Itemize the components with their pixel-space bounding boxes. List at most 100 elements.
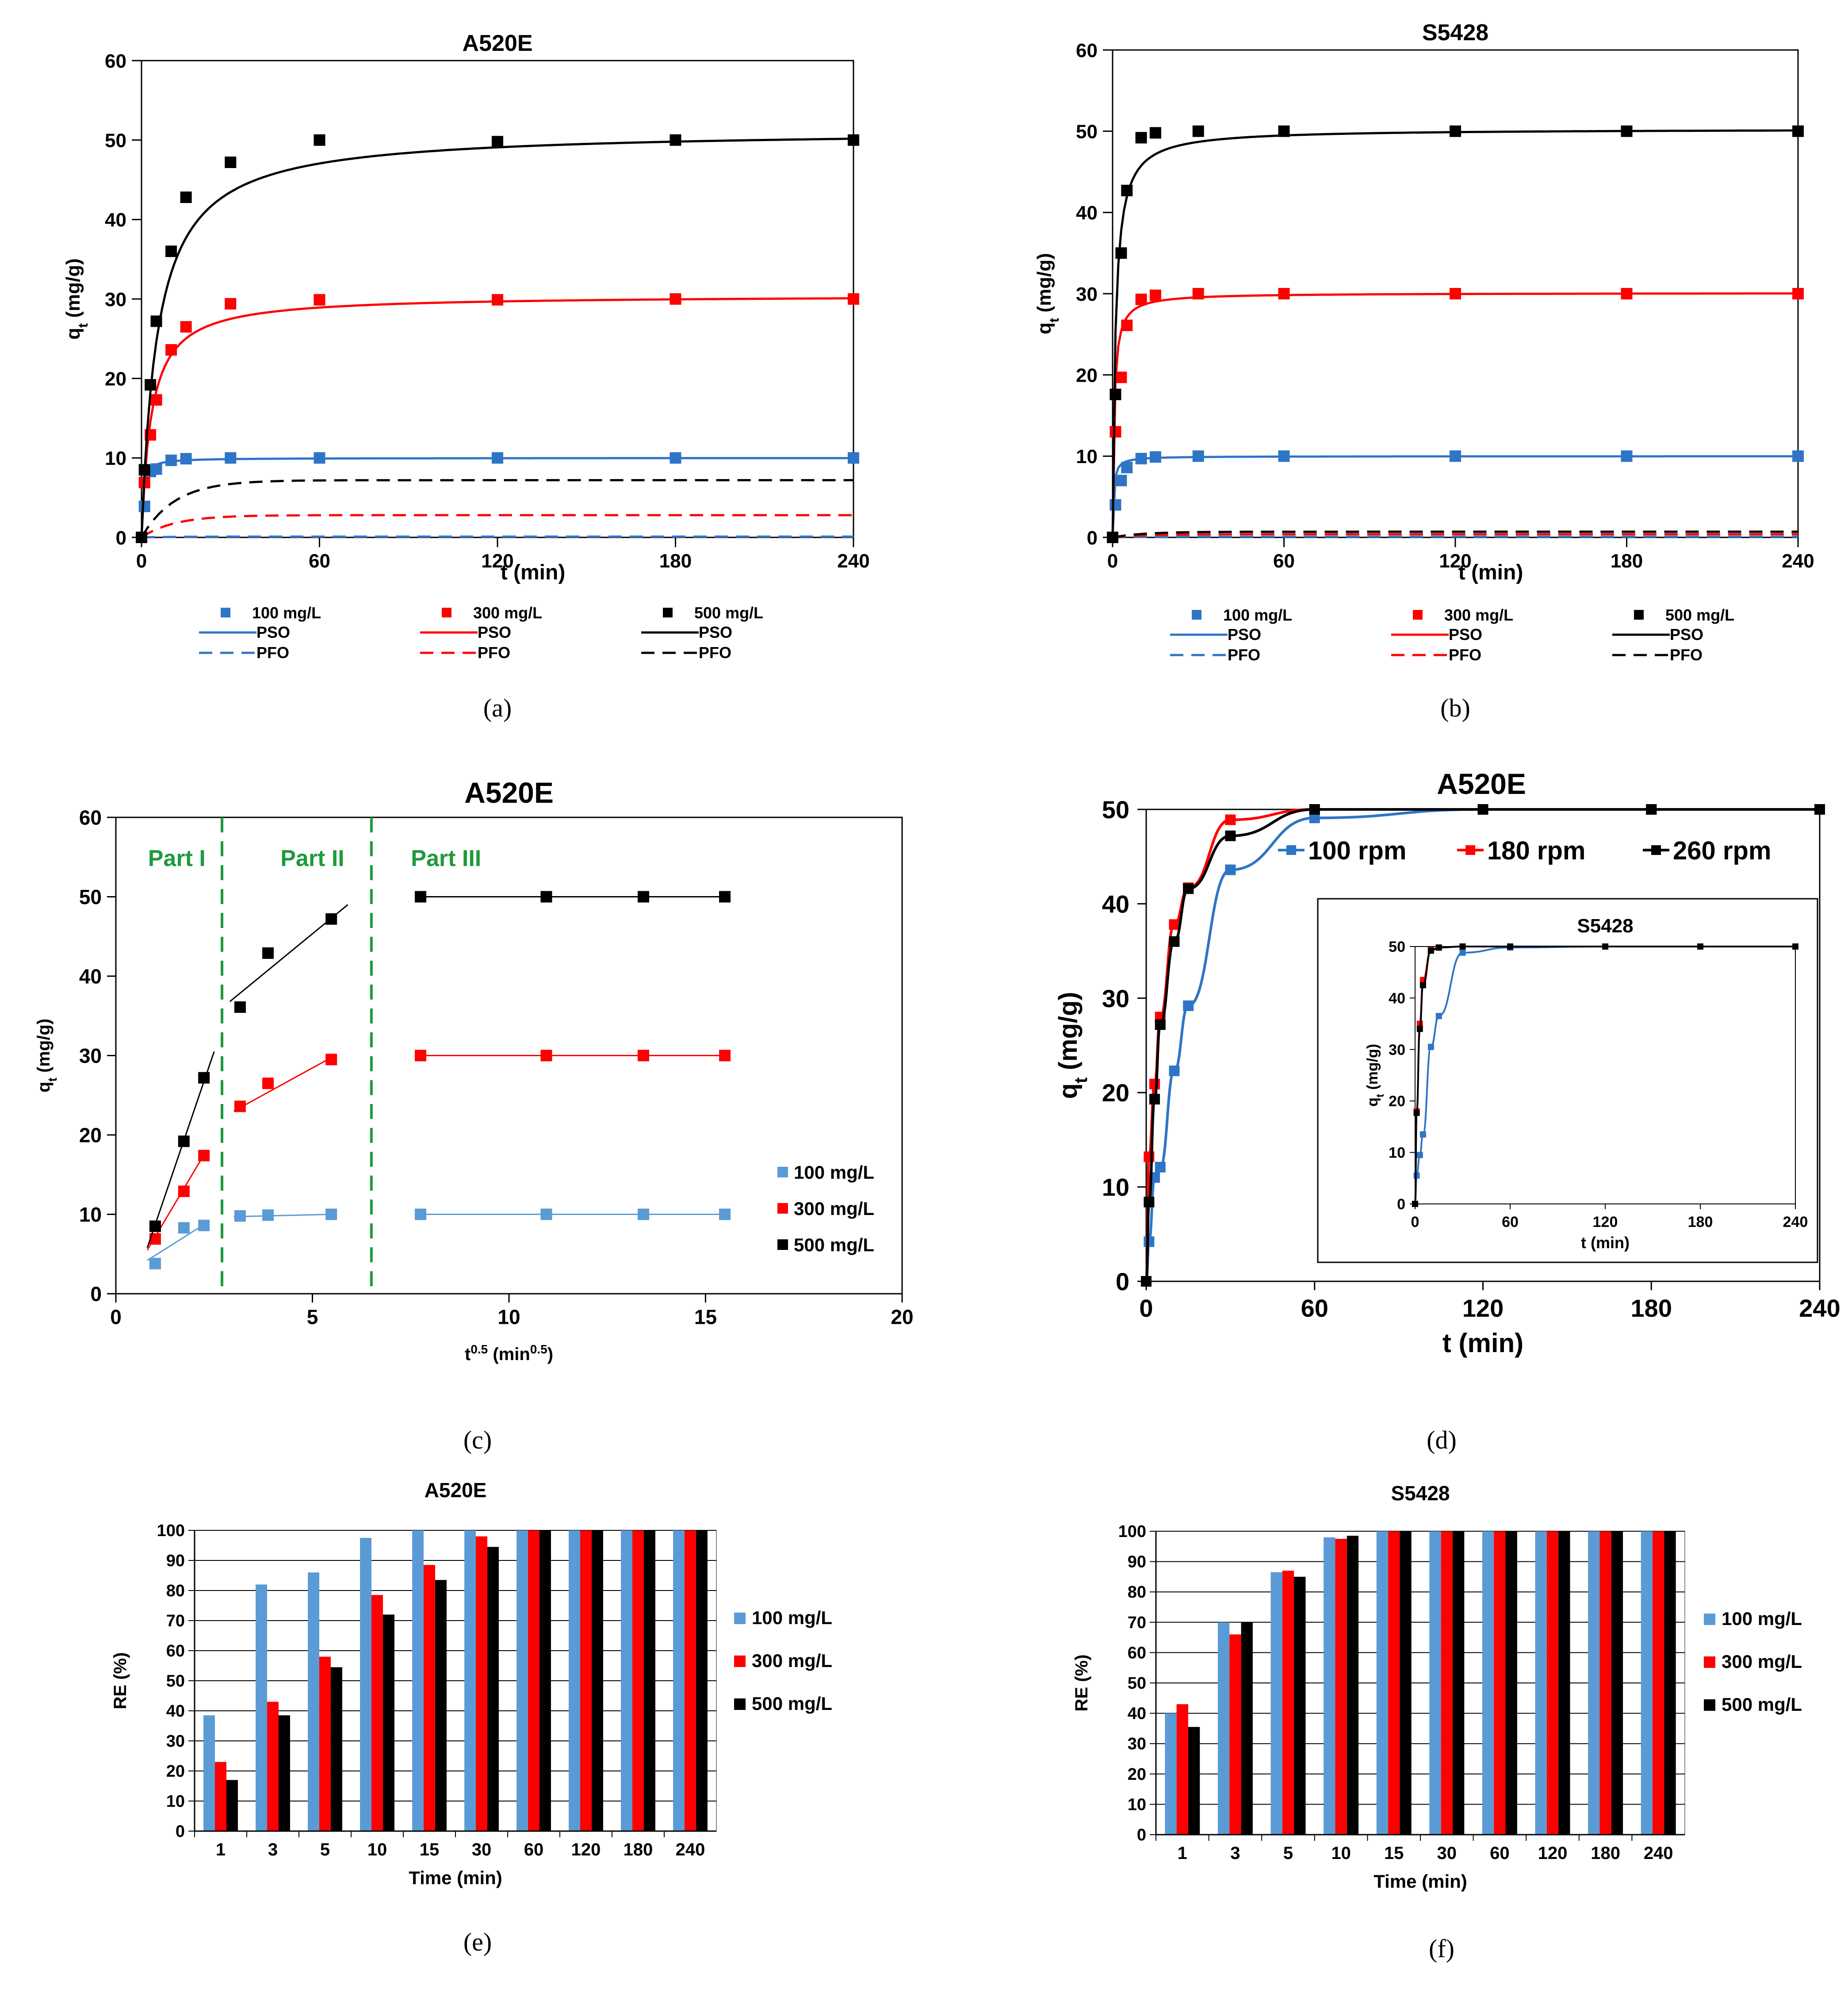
bar	[643, 1530, 655, 1831]
data-point	[540, 891, 552, 903]
data-point	[1225, 814, 1236, 825]
data-point	[1135, 452, 1147, 464]
data-point	[670, 293, 681, 305]
bar	[1388, 1531, 1400, 1835]
x-tick-label: 3	[268, 1840, 278, 1859]
label-main: q	[1033, 322, 1055, 334]
x-axis-label: Time (min)	[409, 1867, 502, 1888]
data-point	[1419, 1131, 1426, 1138]
bar	[1282, 1571, 1294, 1835]
bar	[685, 1530, 696, 1831]
data-point	[1477, 804, 1488, 815]
data-point	[1192, 125, 1204, 137]
data-point	[325, 913, 337, 925]
y-tick-label: 30	[1076, 284, 1098, 305]
data-point	[225, 298, 237, 310]
label-part: )	[547, 1345, 553, 1364]
y-tick-label: 30	[1102, 985, 1129, 1012]
pso-curve	[1111, 455, 1798, 538]
data-point	[1459, 949, 1466, 956]
x-axis-label: t (min)	[1458, 561, 1523, 584]
data-point	[234, 1001, 246, 1013]
legend-label: PSO	[1670, 625, 1703, 644]
panel-f: S5428 0 10 20 30 40 50 60 70 80 90 100 1 3 5 10 15 30 60 12…	[1072, 1482, 1802, 1963]
data-point	[138, 500, 150, 512]
data-point	[1144, 1196, 1155, 1207]
data-point	[1792, 288, 1804, 299]
part-label: Part III	[411, 846, 481, 871]
y-tick-label: 0	[176, 1822, 185, 1841]
bar	[412, 1530, 424, 1831]
data-point	[149, 1257, 161, 1269]
x-axis-label: t (min)	[1442, 1328, 1523, 1358]
data-point	[719, 1050, 731, 1062]
bar	[580, 1530, 592, 1831]
data-point	[180, 192, 192, 203]
data-point	[198, 1219, 210, 1231]
data-point	[180, 453, 192, 465]
x-tick-label: 10	[367, 1840, 387, 1859]
y-axis-label: RE (%)	[1072, 1655, 1091, 1712]
label-subscript: t	[1374, 1094, 1386, 1097]
legend-swatch	[734, 1613, 746, 1624]
legend-swatch	[734, 1656, 746, 1667]
y-tick-label: 30	[105, 289, 126, 310]
legend-swatch	[1704, 1699, 1715, 1711]
legend-label: PFO	[1449, 646, 1481, 664]
x-tick-label: 20	[891, 1305, 913, 1328]
legend-label: 500 mg/L	[1722, 1694, 1802, 1715]
data-point	[1278, 450, 1290, 462]
data-point	[1115, 247, 1127, 259]
data-point	[314, 134, 325, 146]
label-tail: (mg/g)	[1364, 1044, 1381, 1094]
y-tick-label: 0	[1116, 1268, 1129, 1295]
x-tick-label: 240	[1799, 1294, 1840, 1322]
x-tick-label: 240	[837, 550, 869, 572]
data-point	[1416, 1026, 1423, 1032]
data-point	[1278, 125, 1290, 137]
y-tick-label: 30	[166, 1732, 185, 1751]
y-tick-label: 0	[1087, 527, 1098, 549]
label-part: (min	[488, 1345, 530, 1364]
label-main: q	[1054, 1083, 1083, 1099]
legend-label: 100 mg/L	[752, 1607, 832, 1628]
data-point	[663, 608, 673, 617]
y-axis-label: qt (mg/g)	[34, 1019, 59, 1092]
data-point	[1435, 1013, 1442, 1019]
pfo-curve	[141, 514, 853, 539]
legend-label: 500 mg/L	[694, 604, 763, 622]
chart-title: S5428	[1422, 20, 1488, 46]
data-point	[1416, 1152, 1423, 1158]
y-tick-label: 10	[105, 448, 126, 469]
y-tick-label: 10	[1128, 1795, 1146, 1814]
bar	[1611, 1531, 1623, 1835]
data-point	[1225, 864, 1236, 875]
y-tick-label: 10	[79, 1203, 102, 1226]
data-point	[719, 891, 731, 903]
pso-curve	[140, 297, 853, 538]
data-point	[262, 1077, 274, 1089]
bar	[1176, 1704, 1188, 1835]
data-point	[136, 532, 147, 543]
bar	[1653, 1531, 1664, 1835]
x-tick-label: 180	[624, 1840, 653, 1859]
bar	[1324, 1537, 1335, 1835]
bar	[539, 1530, 551, 1831]
x-tick-label: 180	[1591, 1844, 1620, 1863]
data-point	[178, 1222, 190, 1234]
chart-title: A520E	[425, 1479, 487, 1502]
label-part: 0.5	[471, 1342, 488, 1356]
pso-curve	[1111, 292, 1798, 538]
bar	[528, 1530, 539, 1831]
bar	[330, 1667, 342, 1831]
bar	[1335, 1539, 1347, 1835]
label-subscript: t	[1071, 1077, 1091, 1083]
panel-label: (a)	[483, 694, 512, 722]
chart-title: A520E	[1437, 767, 1526, 800]
inset-x-tick-label: 0	[1411, 1214, 1419, 1230]
bar	[278, 1715, 290, 1831]
legend-label: 300 mg/L	[794, 1198, 874, 1219]
bar	[1347, 1536, 1359, 1835]
y-tick-label: 50	[1102, 796, 1129, 824]
